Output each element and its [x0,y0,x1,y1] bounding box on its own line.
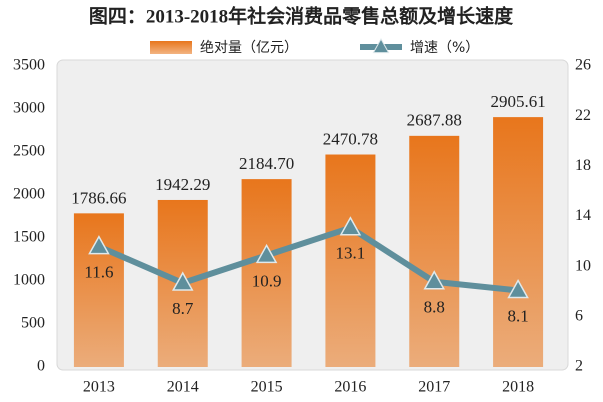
line-value-label: 13.1 [336,244,366,263]
x-tick-label: 2016 [334,379,366,396]
bar-value-label: 2470.78 [323,129,378,148]
y2-tick-label: 22 [575,107,591,124]
bar [241,179,292,367]
y-tick-label: 1500 [13,229,45,246]
legend-marker [372,37,390,54]
y-tick-label: 2500 [13,143,45,160]
line-marker [255,243,278,264]
y2-tick-label: 6 [575,308,583,325]
line-marker [88,235,110,255]
y2-tick-label: 2 [575,358,583,375]
legend-label: 增速（%） [410,40,479,56]
y-tick-label: 3500 [13,57,45,74]
bar-value-label: 2905.61 [490,92,545,111]
y2-tick-label: 18 [575,157,591,174]
legend-swatch [150,41,192,54]
x-tick-label: 2014 [167,379,199,396]
legend-label: 绝对量（亿元） [200,40,298,56]
y2-tick-label: 14 [575,207,591,224]
line-marker [507,278,529,299]
line-value-label: 8.7 [172,299,194,318]
y-tick-label: 2000 [13,186,45,203]
bar-value-label: 2184.70 [239,154,294,173]
x-tick-label: 2018 [502,379,534,396]
bar [493,117,544,367]
line-value-label: 8.1 [507,306,528,325]
line-value-label: 11.6 [84,263,113,282]
y-tick-label: 500 [21,315,45,332]
bar [325,154,376,367]
chart-title: 图四：2013-2018年社会消费品零售总额及增长速度 [89,4,514,27]
line [97,224,519,294]
line-marker [171,271,194,291]
bar [409,135,460,367]
line-value-label: 8.8 [424,298,445,317]
bar-value-label: 1786.66 [71,188,126,207]
y2-tick-label: 26 [575,57,591,74]
line-marker [423,270,446,290]
y2-tick-label: 10 [575,257,591,274]
bar-value-label: 2687.88 [407,111,462,130]
y-tick-label: 3000 [13,100,45,117]
line-value-label: 10.9 [252,271,282,290]
line-marker [339,216,362,236]
bar-value-label: 1942.29 [155,175,210,194]
y-tick-label: 0 [37,358,45,375]
y-tick-label: 1000 [13,272,45,289]
x-tick-label: 2015 [251,379,283,396]
x-tick-label: 2013 [83,379,115,396]
x-tick-label: 2017 [418,379,450,396]
